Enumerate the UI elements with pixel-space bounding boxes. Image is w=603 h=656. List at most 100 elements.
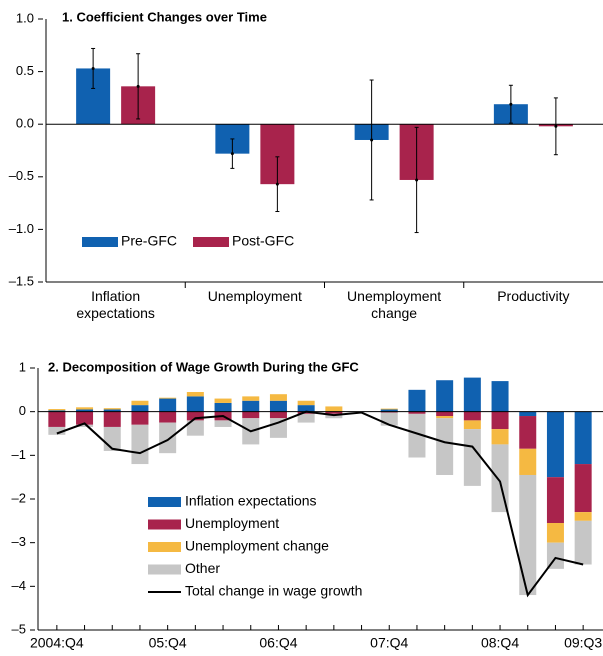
bar-segment <box>214 420 232 427</box>
bar-segment <box>297 405 315 412</box>
bar-segment <box>103 408 121 410</box>
chart-title: 2. Decomposition of Wage Growth During t… <box>48 359 359 374</box>
bar-segment <box>242 411 260 419</box>
error-center <box>370 138 374 142</box>
y-tick-label: –5 <box>12 621 26 636</box>
bar-segment <box>491 411 509 430</box>
y-tick-label: –1 <box>12 447 26 462</box>
chart-title: 1. Coefficient Changes over Time <box>62 9 267 24</box>
y-tick-label: –1.5 <box>9 273 34 288</box>
legend-label: Pre-GFC <box>121 233 177 249</box>
legend-swatch <box>193 237 229 247</box>
bar-segment <box>463 377 481 412</box>
bar-segment <box>76 424 94 427</box>
bar-segment <box>186 420 204 436</box>
bar-segment <box>408 413 426 458</box>
bar-segment <box>48 426 66 435</box>
x-tick-label: 06:Q4 <box>259 635 297 651</box>
y-tick-label: –3 <box>12 534 26 549</box>
bar-segment <box>519 448 537 475</box>
legend-label: Unemployment change <box>185 538 329 554</box>
legend-label: Other <box>185 560 220 576</box>
bar-segment <box>297 411 315 414</box>
bar-segment <box>325 406 343 412</box>
bar-segment <box>131 400 149 406</box>
bar-segment <box>269 400 287 412</box>
x-tick-label: Inflation expectations <box>76 288 155 321</box>
bar-segment <box>159 422 177 454</box>
bar-segment <box>408 411 426 414</box>
bar-segment <box>574 520 592 565</box>
bar-segment <box>103 411 121 427</box>
x-tick-label: 07:Q4 <box>370 635 408 651</box>
error-center <box>91 66 95 70</box>
bar-segment <box>48 410 66 412</box>
x-tick-label: Unemployment <box>207 288 302 304</box>
bar-segment <box>491 381 509 412</box>
y-tick-label: 1 <box>19 359 26 374</box>
y-tick-label: 0.0 <box>16 116 34 131</box>
bar-segment <box>159 397 177 399</box>
bar-segment <box>519 474 537 596</box>
bar-segment <box>436 411 454 417</box>
bar-segment <box>463 420 481 430</box>
legend-label: Unemployment <box>185 515 279 531</box>
legend-swatch <box>148 519 181 530</box>
bar-segment <box>574 464 592 513</box>
error-center <box>136 84 140 88</box>
bar-segment <box>380 409 398 412</box>
x-tick-label: 05:Q4 <box>149 635 187 651</box>
bar-segment <box>546 411 564 478</box>
bar-segment <box>214 402 232 412</box>
legend-swatch <box>82 237 118 247</box>
bar-segment <box>463 411 481 421</box>
bar-segment <box>159 411 177 423</box>
y-tick-label: –0.5 <box>9 168 34 183</box>
total-line <box>56 410 584 598</box>
bar-segment <box>131 405 149 412</box>
bar-segment <box>214 398 232 403</box>
bar-segment <box>103 409 121 412</box>
bar-segment <box>546 523 564 543</box>
y-tick-label: 0.5 <box>16 63 34 78</box>
y-tick-label: 1.0 <box>16 10 34 25</box>
bar-segment <box>436 418 454 475</box>
y-tick-label: –1.0 <box>9 221 34 236</box>
bar-segment <box>574 512 592 521</box>
bar-segment <box>76 407 94 410</box>
bar-segment <box>131 424 149 465</box>
bar-segment <box>297 400 315 406</box>
bar-segment <box>519 416 537 449</box>
error-center <box>509 102 513 106</box>
error-center <box>275 182 279 186</box>
bar-segment <box>546 477 564 524</box>
error-center <box>554 124 558 128</box>
y-tick-label: –2 <box>12 490 26 505</box>
y-tick-label: –4 <box>12 578 26 593</box>
bar-segment <box>131 411 149 425</box>
bar-segment <box>186 396 204 412</box>
legend-label: Post-GFC <box>232 233 294 249</box>
bar-segment <box>48 411 66 427</box>
bar-segment <box>463 429 481 486</box>
bar-segment <box>408 389 426 412</box>
bar-segment <box>159 398 177 412</box>
legend-swatch <box>148 497 181 507</box>
bar-segment <box>297 413 315 423</box>
bar-segment <box>76 409 94 412</box>
legend-label: Total change in wage growth <box>185 583 362 599</box>
x-tick-label: Unemployment change <box>347 288 442 321</box>
legend-swatch <box>148 564 181 575</box>
bar-segment <box>574 411 592 465</box>
bar-segment <box>269 394 287 401</box>
bar-segment <box>242 400 260 412</box>
error-center <box>415 178 419 182</box>
bar-segment <box>491 429 509 445</box>
bar-segment <box>325 411 343 414</box>
x-tick-label: Productivity <box>497 288 570 304</box>
x-tick-label: 08:Q4 <box>481 635 519 651</box>
bar-segment <box>48 409 66 411</box>
bar-segment <box>436 416 454 419</box>
bar-segment <box>519 411 537 417</box>
